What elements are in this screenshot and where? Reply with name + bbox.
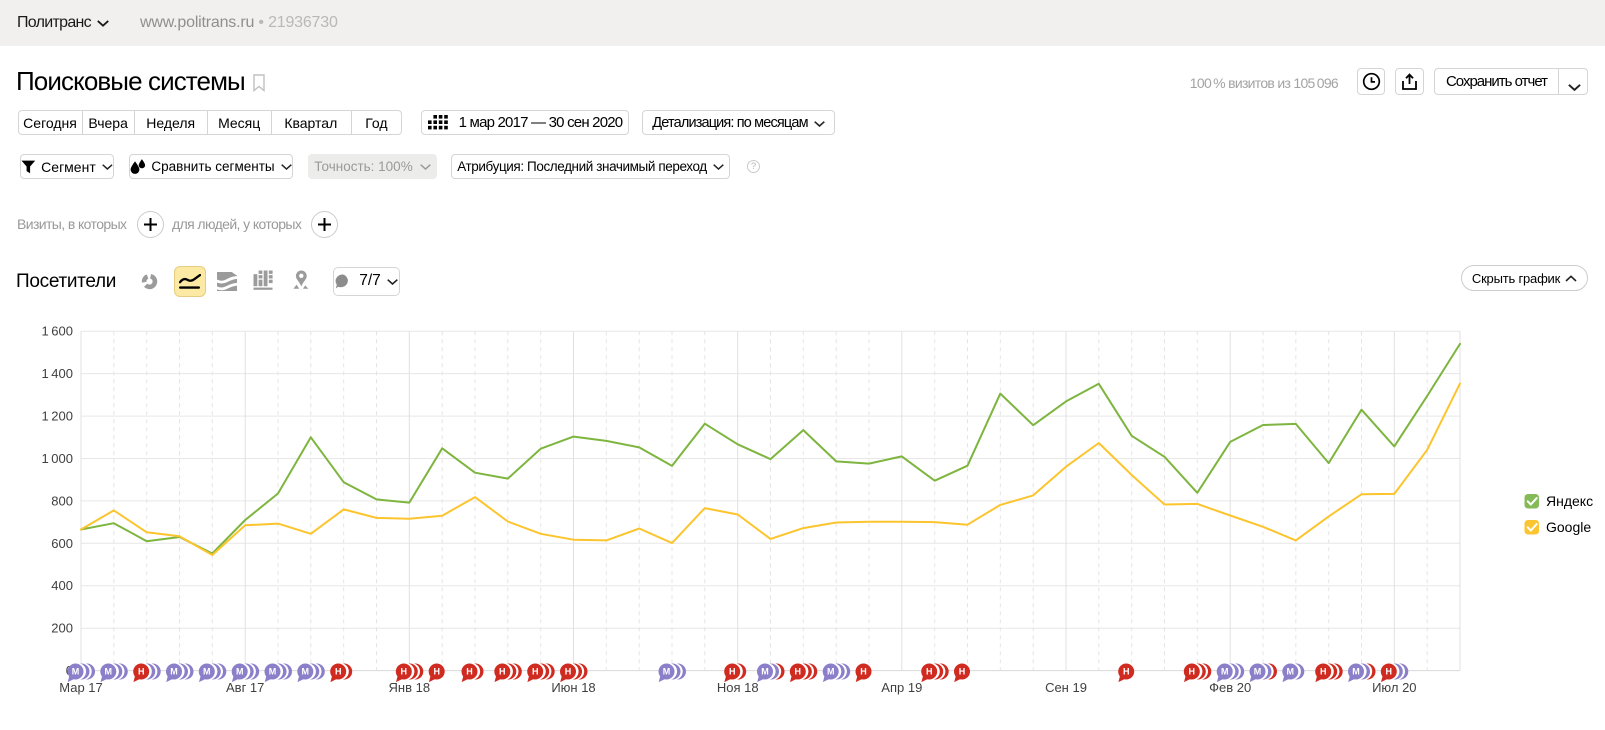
svg-text:М: М xyxy=(1352,667,1360,677)
svg-text:Н: Н xyxy=(565,667,572,677)
svg-text:Янв 18: Янв 18 xyxy=(389,680,431,695)
svg-text:М: М xyxy=(72,667,80,677)
svg-text:1 000: 1 000 xyxy=(41,451,73,466)
svg-text:М: М xyxy=(203,667,211,677)
svg-text:Н: Н xyxy=(499,667,506,677)
svg-text:Н: Н xyxy=(860,667,867,677)
svg-text:Н: Н xyxy=(926,667,933,677)
svg-text:Н: Н xyxy=(1123,667,1130,677)
svg-text:Июл 20: Июл 20 xyxy=(1372,680,1416,695)
svg-text:Google: Google xyxy=(1546,519,1591,535)
svg-text:Н: Н xyxy=(401,667,408,677)
svg-text:Н: Н xyxy=(433,667,440,677)
svg-text:М: М xyxy=(269,667,277,677)
svg-text:М: М xyxy=(1287,667,1295,677)
svg-text:М: М xyxy=(170,667,178,677)
svg-text:Яндекс: Яндекс xyxy=(1546,493,1593,509)
svg-text:М: М xyxy=(1221,667,1229,677)
svg-text:Н: Н xyxy=(466,667,473,677)
svg-text:Н: Н xyxy=(795,667,802,677)
svg-text:Апр 19: Апр 19 xyxy=(881,680,922,695)
svg-text:М: М xyxy=(827,667,835,677)
svg-text:Н: Н xyxy=(1189,667,1196,677)
svg-text:Н: Н xyxy=(1386,667,1393,677)
svg-text:Фев 20: Фев 20 xyxy=(1209,680,1251,695)
svg-text:Ноя 18: Ноя 18 xyxy=(717,680,759,695)
svg-text:Н: Н xyxy=(1320,667,1327,677)
svg-text:1 400: 1 400 xyxy=(41,366,73,381)
svg-text:1 600: 1 600 xyxy=(41,324,73,339)
svg-text:600: 600 xyxy=(51,536,73,551)
svg-text:М: М xyxy=(236,667,244,677)
svg-text:800: 800 xyxy=(51,493,73,508)
svg-text:1 200: 1 200 xyxy=(41,409,73,424)
svg-text:Н: Н xyxy=(335,667,342,677)
svg-text:Авг 17: Авг 17 xyxy=(226,680,264,695)
svg-text:Н: Н xyxy=(959,667,966,677)
svg-text:М: М xyxy=(105,667,113,677)
svg-text:М: М xyxy=(761,667,769,677)
svg-text:200: 200 xyxy=(51,621,73,636)
svg-text:Мар 17: Мар 17 xyxy=(59,680,103,695)
svg-text:М: М xyxy=(1254,667,1262,677)
svg-text:400: 400 xyxy=(51,578,73,593)
svg-text:Н: Н xyxy=(532,667,539,677)
svg-text:Н: Н xyxy=(729,667,736,677)
svg-text:Н: Н xyxy=(138,667,145,677)
svg-text:Сен 19: Сен 19 xyxy=(1045,680,1087,695)
svg-text:Июн 18: Июн 18 xyxy=(551,680,595,695)
svg-text:М: М xyxy=(663,667,671,677)
svg-text:М: М xyxy=(302,667,310,677)
